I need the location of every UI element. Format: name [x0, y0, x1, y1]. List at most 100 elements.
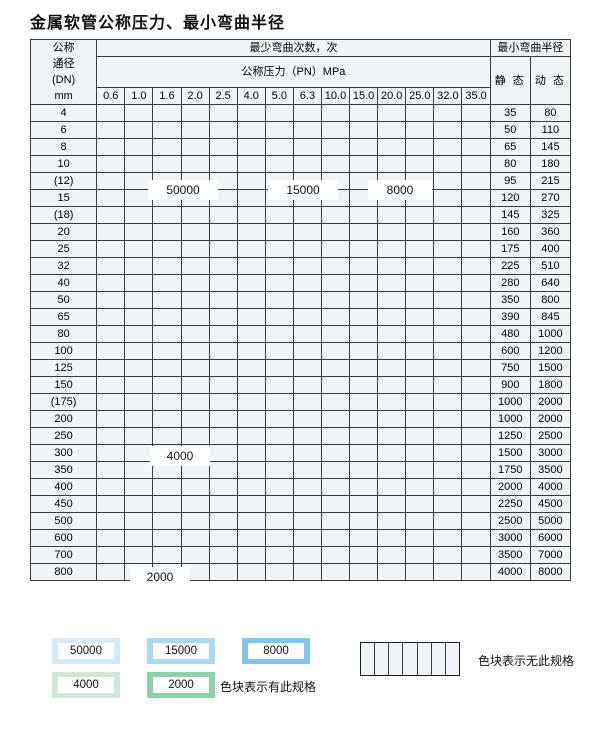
spec-cell-empty — [236, 546, 266, 564]
spec-cell-empty — [405, 359, 435, 377]
dn-value-cell: 500 — [29, 512, 98, 530]
dn-value-cell: 200 — [29, 410, 98, 428]
spec-cell-empty — [377, 529, 407, 547]
spec-cell-filled — [124, 359, 154, 377]
spec-cell-filled — [292, 155, 322, 173]
legend-has-spec-note: 色块表示有此规格 — [220, 680, 317, 694]
spec-cell-filled — [180, 495, 210, 513]
spec-cell-empty — [377, 563, 407, 581]
spec-cell-filled — [264, 240, 294, 258]
dn-value-cell: 8 — [29, 138, 98, 156]
spec-cell-filled — [208, 478, 238, 496]
spec-cell-filled — [208, 325, 238, 343]
spec-cell-empty — [208, 529, 238, 547]
spec-cell-filled — [208, 359, 238, 377]
radius-static-cell: 750 — [489, 359, 531, 377]
dn-value-cell: 80 — [29, 325, 98, 343]
spec-cell-filled — [377, 104, 407, 122]
spec-cell-empty — [461, 342, 491, 360]
spec-cell-empty — [461, 495, 491, 513]
dn-value-cell: (175) — [29, 393, 98, 411]
spec-cell-empty — [433, 512, 463, 530]
spec-cell-empty — [320, 342, 351, 360]
spec-cell-empty — [433, 427, 463, 445]
spec-cell-filled — [96, 495, 126, 513]
spec-cell-filled — [377, 138, 407, 156]
header-row-2: 公称压力（PN）MPa 静 态 动 态 — [31, 56, 572, 105]
spec-cell-empty — [461, 308, 491, 326]
spec-cell-empty — [320, 393, 351, 411]
pressure-column-header: 35.0 — [461, 87, 491, 105]
spec-cell-filled — [124, 291, 154, 309]
radius-dynamic-cell: 110 — [529, 121, 572, 139]
spec-cell-empty — [405, 291, 435, 309]
spec-cell-filled — [264, 325, 294, 343]
radius-dynamic-cell: 325 — [529, 206, 572, 224]
spec-cell-filled — [236, 291, 266, 309]
spec-cell-empty — [264, 342, 294, 360]
spec-cell-empty — [433, 461, 463, 479]
spec-cell-filled — [236, 393, 266, 411]
hose-spec-table: 公称 通径 (DN) mm 最少弯曲次数，次 最小弯曲半径 公称压力（PN）MP… — [29, 39, 572, 581]
spec-cell-filled — [405, 104, 435, 122]
dn-value-cell: 15 — [29, 189, 98, 207]
radius-static-header: 静 态 — [489, 56, 531, 105]
spec-cell-filled — [208, 274, 238, 292]
spec-cell-empty — [405, 376, 435, 394]
spec-cell-filled — [264, 257, 294, 275]
spec-cell-filled — [180, 206, 210, 224]
spec-cell-filled — [180, 121, 210, 139]
spec-cell-empty — [349, 427, 379, 445]
spec-cell-empty — [320, 444, 351, 462]
spec-cell-filled — [180, 274, 210, 292]
spec-cell-empty — [461, 155, 491, 173]
spec-cell-empty — [349, 478, 379, 496]
pressure-column-header: 1.6 — [152, 87, 182, 105]
radius-static-cell: 2500 — [489, 512, 531, 530]
radius-dynamic-cell: 845 — [529, 308, 572, 326]
spec-cell-empty — [377, 393, 407, 411]
dn-value-cell: (12) — [29, 172, 98, 190]
spec-cell-empty — [433, 240, 463, 258]
spec-cell-filled — [96, 376, 126, 394]
spec-cell-empty — [377, 512, 407, 530]
spec-cell-filled — [124, 495, 154, 513]
radius-static-cell: 160 — [489, 223, 531, 241]
radius-dynamic-cell: 2500 — [529, 427, 572, 445]
spec-cell-filled — [349, 121, 379, 139]
table-row: 20 160 360 — [29, 223, 572, 241]
spec-cell-empty — [264, 512, 294, 530]
header-row-1: 公称 通径 (DN) mm 最少弯曲次数，次 最小弯曲半径 — [29, 39, 572, 105]
spec-cell-empty — [349, 512, 379, 530]
dn-value-cell: 400 — [29, 478, 98, 496]
spec-cell-filled — [96, 206, 126, 224]
spec-cell-filled — [208, 291, 238, 309]
spec-cell-filled — [236, 376, 266, 394]
radius-dynamic-cell: 360 — [529, 223, 572, 241]
spec-cell-empty — [236, 478, 266, 496]
spec-cell-empty — [461, 444, 491, 462]
table-row: 600 3000 6000 — [29, 529, 572, 547]
spec-cell-filled — [152, 427, 182, 445]
spec-cell-empty — [377, 359, 407, 377]
spec-cell-filled — [320, 206, 351, 224]
legend-swatch-label: 50000 — [58, 643, 114, 659]
spec-cell-filled — [180, 512, 210, 530]
radius-static-cell: 2000 — [489, 478, 531, 496]
spec-cell-empty — [405, 563, 435, 581]
spec-cell-filled — [292, 257, 322, 275]
spec-cell-empty — [405, 546, 435, 564]
bend-count-callout: 2000 — [130, 567, 190, 587]
dn-value-cell: 250 — [29, 427, 98, 445]
spec-cell-filled — [96, 172, 126, 190]
spec-cell-empty — [461, 291, 491, 309]
spec-cell-empty — [461, 138, 491, 156]
no-spec-cell — [432, 643, 446, 675]
spec-cell-filled — [349, 223, 379, 241]
spec-cell-filled — [152, 478, 182, 496]
legend-swatch: 50000 — [52, 638, 120, 664]
pressure-column-header: 15.0 — [349, 87, 379, 105]
dn-value-cell: 20 — [29, 223, 98, 241]
spec-cell-filled — [152, 410, 182, 428]
spec-cell-empty — [292, 495, 322, 513]
